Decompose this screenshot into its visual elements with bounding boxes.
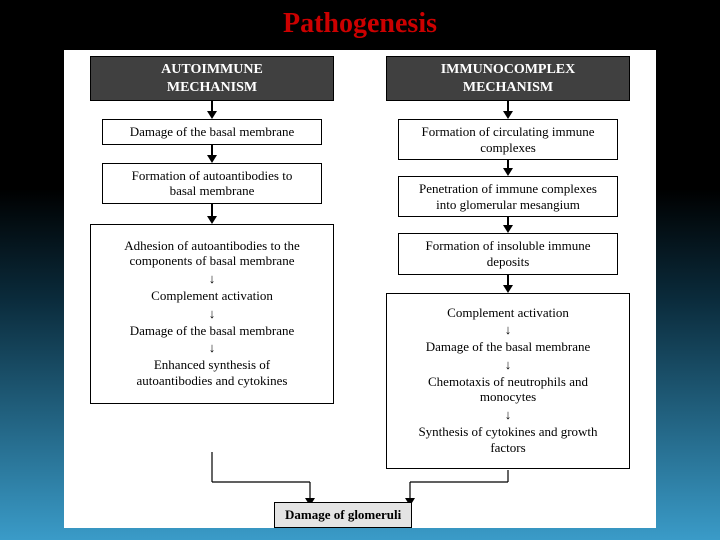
- right-b4-t3-l1: Chemotaxis of neutrophils and: [393, 374, 623, 390]
- right-b1-l1: Formation of circulating immune: [422, 124, 595, 139]
- final-text: Damage of glomeruli: [285, 507, 401, 522]
- arrow-down-icon: ↓: [97, 341, 327, 354]
- left-column: AUTOIMMUNE MECHANISM Damage of the basal…: [90, 56, 334, 469]
- right-b4-t2: Damage of the basal membrane: [393, 339, 623, 355]
- flowchart-diagram: AUTOIMMUNE MECHANISM Damage of the basal…: [64, 50, 656, 528]
- right-b3-l1: Formation of insoluble immune: [425, 238, 590, 253]
- right-header-l1: IMMUNOCOMPLEX: [441, 62, 576, 77]
- left-header: AUTOIMMUNE MECHANISM: [90, 56, 334, 101]
- right-box-1: Formation of circulating immune complexe…: [398, 119, 618, 160]
- right-box-2: Penetration of immune complexes into glo…: [398, 176, 618, 217]
- arrow-down-icon: [503, 101, 513, 119]
- left-b3-t1-l1: Adhesion of autoantibodies to the: [97, 238, 327, 254]
- arrow-down-icon: [503, 217, 513, 233]
- left-b2-l1: Formation of autoantibodies to: [132, 168, 293, 183]
- right-b4-t4-l1: Synthesis of cytokines and growth: [393, 424, 623, 440]
- left-b3-t2: Complement activation: [97, 288, 327, 304]
- arrow-down-icon: [207, 101, 217, 119]
- left-b3-t1-l2: components of basal membrane: [97, 253, 327, 269]
- arrow-down-icon: ↓: [393, 323, 623, 336]
- right-column: IMMUNOCOMPLEX MECHANISM Formation of cir…: [386, 56, 630, 469]
- left-b3-t4-l1: Enhanced synthesis of: [97, 357, 327, 373]
- left-header-l2: MECHANISM: [167, 80, 257, 95]
- left-b3-t4-l2: autoantibodies and cytokines: [97, 373, 327, 389]
- arrow-down-icon: [503, 275, 513, 293]
- left-header-l1: AUTOIMMUNE: [161, 62, 263, 77]
- arrow-down-icon: ↓: [97, 307, 327, 320]
- right-b3-l2: deposits: [487, 254, 530, 269]
- right-b2-l2: into glomerular mesangium: [436, 197, 580, 212]
- final-box: Damage of glomeruli: [274, 502, 412, 528]
- right-b4-t4-l2: factors: [393, 440, 623, 456]
- left-box-2: Formation of autoantibodies to basal mem…: [102, 163, 322, 204]
- arrow-down-icon: [503, 160, 513, 176]
- right-box-3: Formation of insoluble immune deposits: [398, 233, 618, 274]
- right-b4-t3-l2: monocytes: [393, 389, 623, 405]
- left-b2-l2: basal membrane: [170, 183, 255, 198]
- left-box-1: Damage of the basal membrane: [102, 119, 322, 145]
- page-title: Pathogenesis: [0, 0, 720, 50]
- arrow-down-icon: ↓: [393, 408, 623, 421]
- left-box-3: Adhesion of autoantibodies to the compon…: [90, 224, 334, 405]
- left-b1-text: Damage of the basal membrane: [130, 124, 295, 139]
- arrow-down-icon: [207, 145, 217, 163]
- right-b2-l1: Penetration of immune complexes: [419, 181, 597, 196]
- right-box-4: Complement activation ↓ Damage of the ba…: [386, 293, 630, 470]
- right-header-l2: MECHANISM: [463, 80, 553, 95]
- right-header: IMMUNOCOMPLEX MECHANISM: [386, 56, 630, 101]
- left-b3-t3: Damage of the basal membrane: [97, 323, 327, 339]
- right-b4-t1: Complement activation: [393, 305, 623, 321]
- arrow-down-icon: [207, 204, 217, 224]
- arrow-down-icon: ↓: [393, 358, 623, 371]
- arrow-down-icon: ↓: [97, 272, 327, 285]
- right-b1-l2: complexes: [480, 140, 536, 155]
